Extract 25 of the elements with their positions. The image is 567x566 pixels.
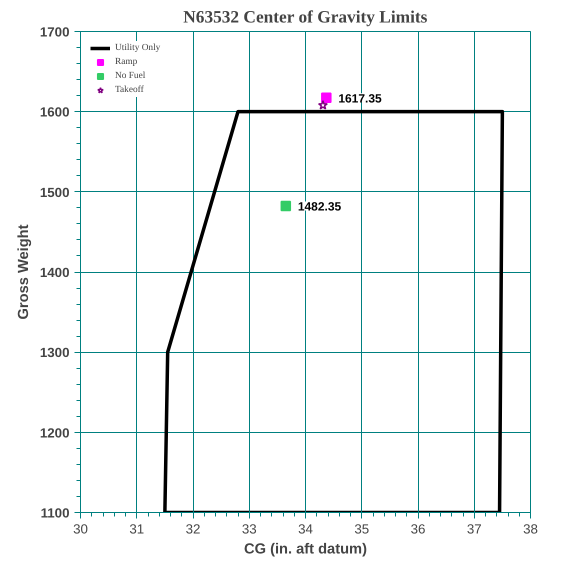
x-tick-label: 38 bbox=[523, 522, 538, 536]
legend-label: Ramp bbox=[115, 56, 138, 69]
x-tick-label: 33 bbox=[242, 522, 257, 536]
legend-label: Utility Only bbox=[115, 42, 160, 55]
data-label: 1617.35 bbox=[338, 91, 382, 106]
legend-label: Takeoff bbox=[115, 84, 144, 97]
x-tick-label: 35 bbox=[354, 522, 370, 536]
y-tick-label: 1500 bbox=[40, 184, 70, 200]
y-tick-label: 1300 bbox=[40, 345, 70, 360]
x-axis-title: CG (in. aft datum) bbox=[244, 542, 368, 558]
x-tick-label: 30 bbox=[73, 522, 88, 536]
legend-label: No Fuel bbox=[115, 70, 146, 83]
x-tick-label: 32 bbox=[186, 522, 200, 536]
y-tick-label: 1700 bbox=[40, 24, 70, 40]
y-tick-label: 1100 bbox=[40, 506, 70, 520]
y-tick-label: 1600 bbox=[40, 104, 70, 120]
x-tick-label: 37 bbox=[466, 522, 482, 536]
x-tick-label: 34 bbox=[298, 522, 314, 536]
y-tick-label: 1400 bbox=[40, 265, 70, 280]
y-axis-title: Gross Weight bbox=[16, 224, 32, 320]
x-tick-label: 36 bbox=[410, 522, 426, 536]
x-tick-label: 31 bbox=[129, 522, 144, 536]
data-label: 1482.35 bbox=[298, 199, 342, 214]
y-tick-label: 1200 bbox=[40, 425, 70, 440]
chart-title: N63532 Center of Gravity Limits bbox=[183, 8, 428, 26]
